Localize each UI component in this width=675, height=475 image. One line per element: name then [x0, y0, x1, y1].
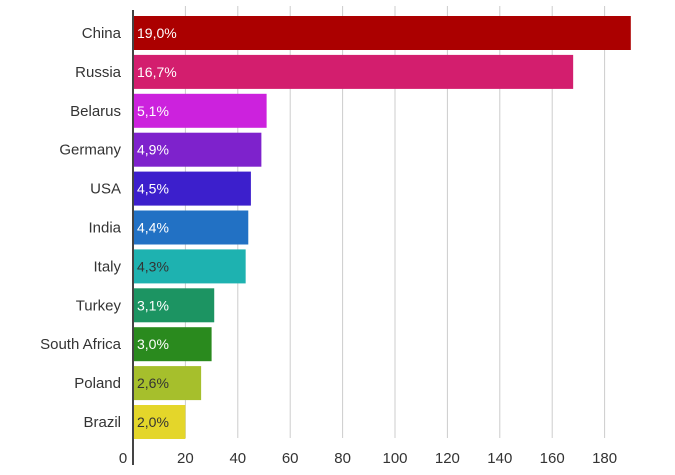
- data-label: 16,7%: [137, 64, 177, 80]
- data-label: 4,5%: [137, 181, 169, 197]
- data-label: 4,4%: [137, 220, 169, 236]
- category-label: India: [88, 220, 121, 237]
- x-tick-label: 60: [282, 450, 299, 467]
- bar-turkey: [133, 288, 215, 323]
- x-tick-label: 20: [177, 450, 194, 467]
- bar-india: [133, 210, 249, 245]
- bar-poland: [133, 366, 202, 401]
- category-label: Germany: [59, 142, 121, 159]
- x-tick-label: 100: [382, 450, 407, 467]
- bars: 19,0% 16,7% 5,1% 4,9% 4,5% 4,4% 4,3% 3,1% 3,0% 2,…: [133, 16, 631, 439]
- x-tick-label: 140: [487, 450, 512, 467]
- x-tick-label: 180: [592, 450, 617, 467]
- x-tick-label: 40: [229, 450, 246, 467]
- x-tick-label: 160: [540, 450, 565, 467]
- data-label: 3,0%: [137, 336, 169, 352]
- category-label: South Africa: [40, 336, 122, 353]
- category-label: Italy: [93, 258, 121, 275]
- data-label: 19,0%: [137, 25, 177, 41]
- bar-china: [133, 16, 631, 50]
- bar-germany: [133, 132, 262, 167]
- category-label: Brazil: [83, 414, 121, 431]
- category-labels: China Russia Belarus Germany USA India Italy Tu…: [40, 25, 122, 431]
- category-label: Belarus: [70, 103, 121, 120]
- data-label: 4,3%: [137, 258, 169, 274]
- x-tick-label: 80: [334, 450, 351, 467]
- bar-belarus: [133, 93, 267, 128]
- data-label: 4,9%: [137, 142, 169, 158]
- data-label: 2,6%: [137, 375, 169, 391]
- category-label: Turkey: [76, 297, 122, 314]
- bar-usa: [133, 171, 251, 206]
- category-label: Poland: [74, 375, 121, 392]
- category-label: China: [82, 25, 122, 42]
- category-label: Russia: [75, 64, 122, 81]
- bar-italy: [133, 249, 246, 284]
- category-label: USA: [90, 181, 121, 198]
- x-tick-label: 120: [435, 450, 460, 467]
- data-label: 3,1%: [137, 297, 169, 313]
- data-label: 2,0%: [137, 414, 169, 430]
- x-tick-labels: 0 20 40 60 80 100 120 140 160 180: [119, 450, 617, 467]
- bar-russia: [133, 54, 574, 89]
- data-label: 5,1%: [137, 103, 169, 119]
- x-tick-label: 0: [119, 450, 127, 467]
- bar-brazil: [133, 405, 186, 439]
- bar-south-africa: [133, 327, 212, 362]
